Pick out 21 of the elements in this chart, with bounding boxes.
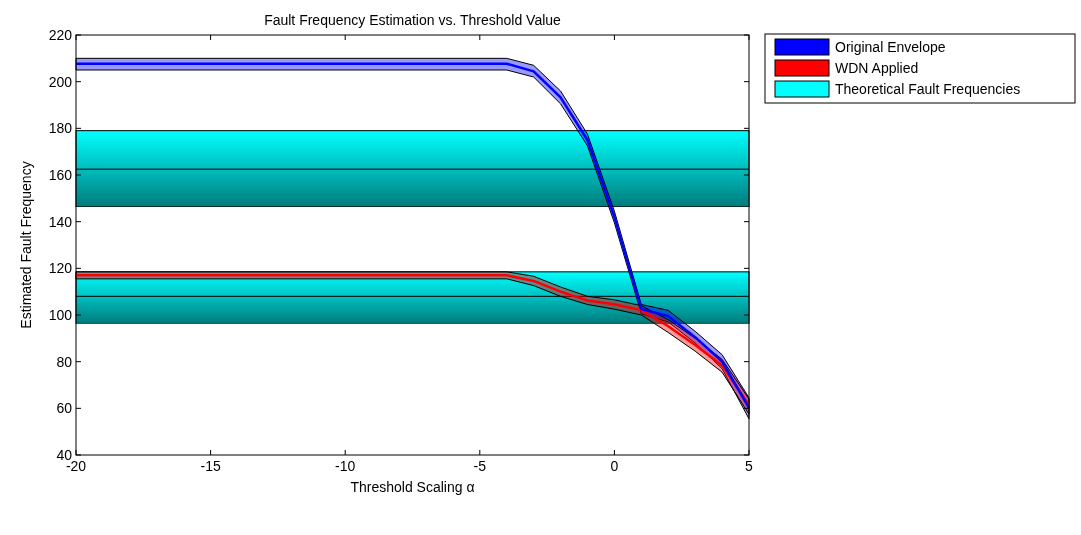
x-tick-label: 0 xyxy=(610,458,619,474)
legend-label: Original Envelope xyxy=(835,39,946,55)
y-tick-label: 180 xyxy=(48,120,73,137)
y-tick-label: 40 xyxy=(56,447,73,463)
x-tick-label: -10 xyxy=(335,458,356,474)
x-tick-label: 5 xyxy=(745,458,754,474)
y-tick-label: 220 xyxy=(48,27,73,43)
legend-label: WDN Applied xyxy=(835,60,919,76)
x-axis-title: Threshold Scaling α xyxy=(350,479,475,495)
x-tick-label: -15 xyxy=(200,458,221,474)
y-tick-label: 120 xyxy=(48,260,73,277)
y-tick-label: 200 xyxy=(48,73,73,90)
legend-label: Theoretical Fault Frequencies xyxy=(835,81,1021,97)
x-tick-label: -5 xyxy=(473,458,487,474)
y-tick-label: 140 xyxy=(48,213,73,230)
y-tick-label: 100 xyxy=(48,307,73,323)
y-axis-title: Estimated Fault Frequency xyxy=(18,161,34,329)
y-tick-label: 80 xyxy=(56,353,73,370)
chart-title: Fault Frequency Estimation vs. Threshold Value xyxy=(264,12,562,28)
y-tick-label: 60 xyxy=(56,400,73,417)
y-tick-label: 160 xyxy=(48,167,73,183)
